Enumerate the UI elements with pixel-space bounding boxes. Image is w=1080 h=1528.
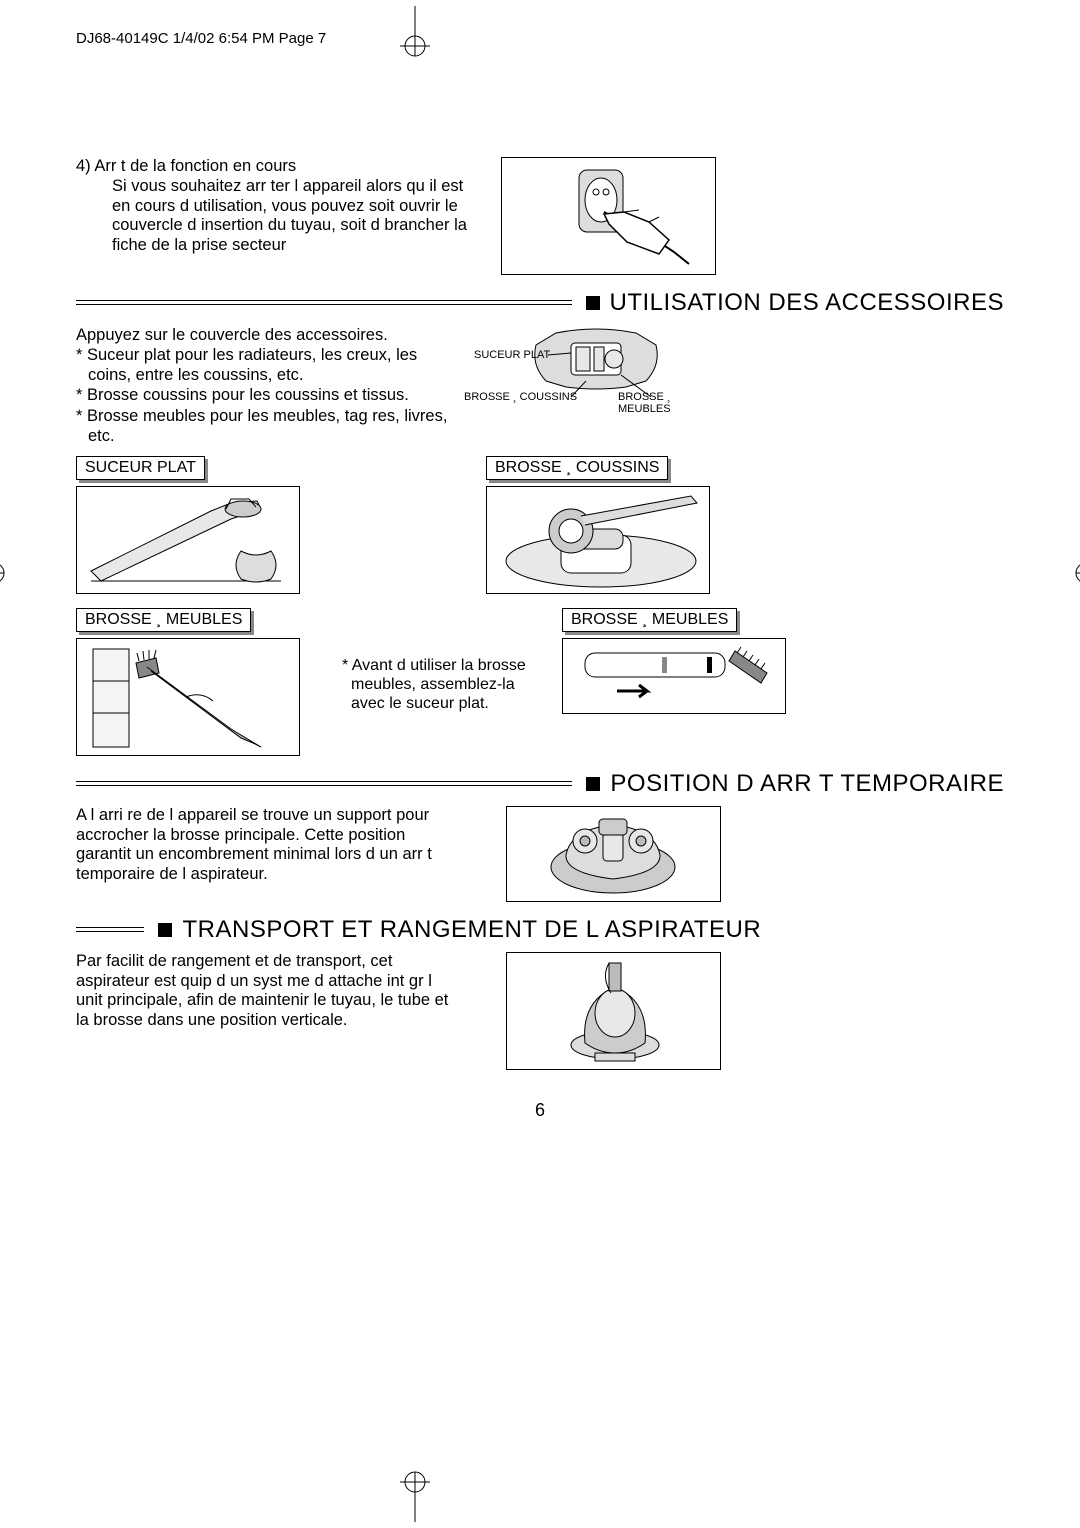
brosse-coussins-col: BROSSE ¸ COUSSINS xyxy=(486,456,756,594)
assembly-note: * Avant d utiliser la brosse meubles, as… xyxy=(342,656,552,714)
illustration-brosse-coussins xyxy=(486,486,710,594)
accessories-text: Appuyez sur le couvercle des accessoires… xyxy=(76,325,456,446)
section3-row: A l arri re de l appareil se trouve un s… xyxy=(76,806,1004,902)
accessory-compartment-diagram: SUCEUR PLAT BROSSE ¸ COUSSINS BROSSE ¸ M… xyxy=(476,325,716,405)
page-number: 6 xyxy=(76,1100,1004,1121)
heading-accessoires: UTILISATION DES ACCESSOIRES xyxy=(76,289,1004,317)
label-brosse-meubles1: BROSSE ¸ MEUBLES xyxy=(76,608,251,632)
illustration-brosse-meubles1 xyxy=(76,638,300,756)
accessory-bullet-3: * Brosse meubles pour les meubles, tag r… xyxy=(76,406,456,446)
section4-title: TRANSPORT ET RANGEMENT DE L ASPIRATEUR xyxy=(182,916,761,944)
page-content: DJ68-40149C 1/4/02 6:54 PM Page 7 4) Arr… xyxy=(76,30,1004,1121)
heading-position: POSITION D ARR T TEMPORAIRE xyxy=(76,770,1004,798)
section3-body: A l arri re de l appareil se trouve un s… xyxy=(76,806,456,902)
diagram-label-meubles: BROSSE ¸ MEUBLES xyxy=(618,391,716,415)
illustration-parking xyxy=(506,806,721,902)
suceur-plat-col: SUCEUR PLAT xyxy=(76,456,346,594)
section3-title: POSITION D ARR T TEMPORAIRE xyxy=(610,770,1004,798)
crop-mark-bottom xyxy=(380,1470,450,1522)
diagram-label-coussins: BROSSE ¸ COUSSINS xyxy=(464,391,577,403)
label-brosse-meubles2: BROSSE ¸ MEUBLES xyxy=(562,608,737,632)
diagram-label-suceur: SUCEUR PLAT xyxy=(474,349,550,361)
accessories-intro: Appuyez sur le couvercle des accessoires… xyxy=(76,325,456,345)
label-brosse-coussins: BROSSE ¸ COUSSINS xyxy=(486,456,668,480)
section2-title: UTILISATION DES ACCESSOIRES xyxy=(610,289,1004,317)
section-stop-function: 4) Arr t de la fonction en cours Si vous… xyxy=(76,157,1004,275)
section1-body: Si vous souhaitez arr ter l appareil alo… xyxy=(76,177,471,256)
label-suceur-plat: SUCEUR PLAT xyxy=(76,456,205,480)
brosse-meubles2-col: BROSSE ¸ MEUBLES xyxy=(562,608,832,714)
illustration-storage xyxy=(506,952,721,1070)
crop-mark-right xyxy=(1074,538,1080,608)
accessories-intro-row: Appuyez sur le couvercle des accessoires… xyxy=(76,325,1004,446)
heading-bullet-icon xyxy=(586,777,600,791)
illustration-unplug xyxy=(501,157,716,275)
section4-row: Par facilit de rangement et de transport… xyxy=(76,952,1004,1070)
illustration-suceur-plat xyxy=(76,486,300,594)
accessory-grid-row2: BROSSE ¸ MEUBLES * Avant d utiliser la b… xyxy=(76,608,1004,756)
illustration-brosse-meubles2 xyxy=(562,638,786,714)
heading-bullet-icon xyxy=(586,296,600,310)
print-header: DJ68-40149C 1/4/02 6:54 PM Page 7 xyxy=(76,30,1004,47)
heading-transport: TRANSPORT ET RANGEMENT DE L ASPIRATEUR xyxy=(76,916,1004,944)
section1-text: 4) Arr t de la fonction en cours Si vous… xyxy=(76,157,471,275)
crop-mark-left xyxy=(0,538,6,608)
accessory-bullet-2: * Brosse coussins pour les coussins et t… xyxy=(76,385,456,405)
accessory-grid-row1: SUCEUR PLAT BROSSE ¸ COUSSINS xyxy=(76,456,1004,594)
heading-bullet-icon xyxy=(158,923,172,937)
accessory-bullet-1: * Suceur plat pour les radiateurs, les c… xyxy=(76,345,456,385)
section1-heading: 4) Arr t de la fonction en cours xyxy=(76,157,471,177)
section4-body: Par facilit de rangement et de transport… xyxy=(76,952,456,1070)
brosse-meubles1-col: BROSSE ¸ MEUBLES xyxy=(76,608,346,756)
